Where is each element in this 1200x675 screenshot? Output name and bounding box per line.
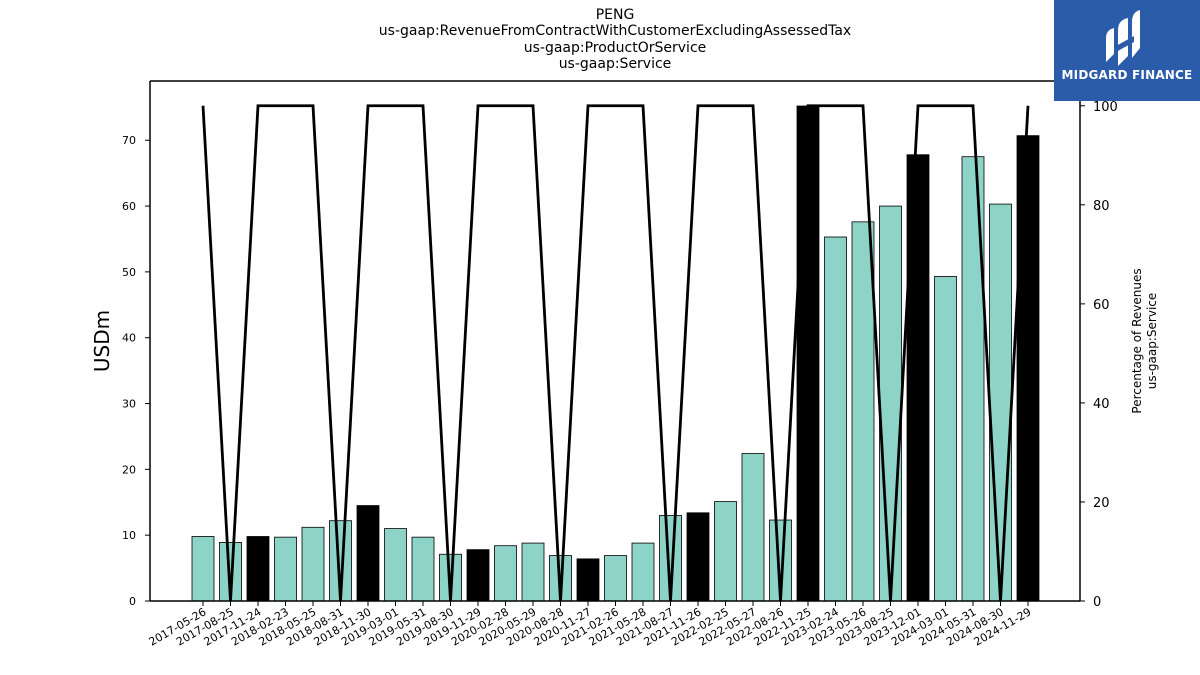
y2-axis-label-line1: Percentage of Revenues [1130,268,1144,413]
y-tick-label: 0 [129,595,136,608]
bar-2021-02-26 [604,555,627,602]
bar-2017-05-26 [191,536,215,602]
logo-text: MIDGARD FINANCE [1061,68,1193,82]
bar-2020-05-29 [521,542,545,602]
midgard-logo: MIDGARD FINANCE [1054,0,1200,101]
bar-2022-11-25 [796,105,820,602]
bar-2024-11-29 [1016,135,1040,602]
bar-2019-11-29 [466,549,490,602]
bar-2023-02-24 [824,236,847,602]
bar-2021-11-26 [686,512,710,602]
y-tick-label: 30 [122,398,136,411]
y2-axis-label-line2: us-gaap:Service [1145,293,1159,390]
bar-2024-08-30 [989,203,1012,602]
y2-tick-label: 40 [1093,397,1110,412]
y2-tick-label: 20 [1093,496,1110,511]
y2-tick-label: 80 [1093,199,1110,214]
bar-2019-05-31 [411,536,435,602]
y-axis-label: USDm [90,310,114,372]
bar-2022-02-25 [714,501,737,602]
y-tick-label: 20 [122,463,136,476]
percentage-line [201,104,1030,602]
y2-tick-label: 100 [1093,100,1118,115]
bar-2024-03-01 [934,276,957,602]
chart-title: PENG [595,7,635,23]
bar-2020-02-28 [494,545,517,602]
bar-2019-03-01 [384,528,407,602]
y-tick-label: 10 [122,529,136,542]
bar-2023-08-25 [879,205,902,602]
bar-2018-05-25 [301,526,325,602]
bar-2022-05-27 [741,453,765,602]
chart-subtitle-axis: us-gaap:ProductOrService [523,40,707,56]
bar-2018-02-23 [274,536,297,602]
y2-tick-label: 0 [1093,595,1101,610]
y-tick-label: 40 [122,332,136,345]
y-tick-label: 50 [122,266,136,279]
bar-2021-05-28 [631,542,655,602]
chart-subtitle-member: us-gaap:Service [558,56,672,72]
y-tick-label: 60 [122,200,136,213]
bar-2017-11-24 [246,536,270,602]
y-tick-label: 70 [122,134,136,147]
bar-2023-05-26 [851,221,875,602]
midgard-logo-icon [1106,10,1140,66]
chart-subtitle-concept: us-gaap:RevenueFromContractWithCustomerE… [378,23,852,39]
y2-tick-label: 60 [1093,298,1110,313]
bar-2020-11-27 [576,558,600,602]
bar-2018-11-30 [356,505,380,602]
